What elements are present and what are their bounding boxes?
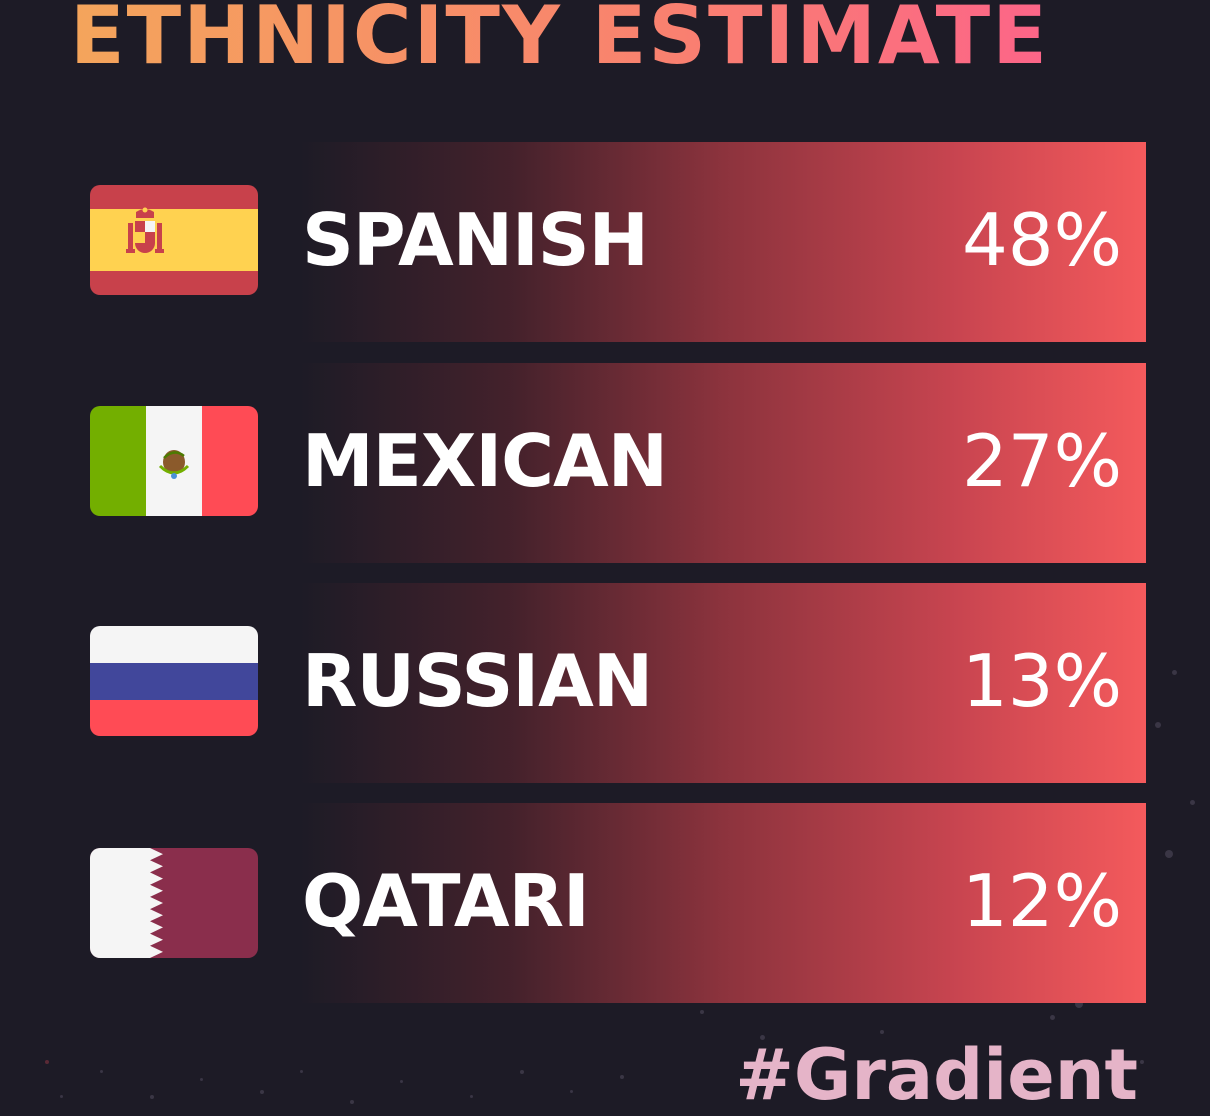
ethnicity-percent: 27% [961, 419, 1122, 503]
russia-flag-icon [90, 626, 258, 736]
result-row-mexican: MEXICAN 27% [0, 363, 1210, 563]
result-bar [300, 583, 1146, 783]
result-row-spanish: SPANISH 48% [0, 142, 1210, 342]
mexico-flag-icon [90, 406, 258, 516]
gradient-hashtag: #Gradient [735, 1034, 1138, 1116]
qatar-flag-icon [90, 848, 258, 958]
result-bar [300, 142, 1146, 342]
ethnicity-percent: 48% [961, 198, 1122, 282]
result-bar [300, 363, 1146, 563]
ethnicity-percent: 13% [961, 639, 1122, 723]
result-row-russian: RUSSIAN 13% [0, 583, 1210, 783]
spain-flag-icon [90, 185, 258, 295]
page-title: ETHNICITY ESTIMATE [70, 0, 1150, 86]
result-row-qatari: QATARI 12% [0, 803, 1210, 1003]
result-bar [300, 803, 1146, 1003]
ethnicity-label: SPANISH [302, 198, 649, 282]
ethnicity-label: MEXICAN [302, 419, 668, 503]
ethnicity-label: QATARI [302, 859, 590, 943]
ethnicity-label: RUSSIAN [302, 639, 653, 723]
ethnicity-percent: 12% [961, 859, 1122, 943]
